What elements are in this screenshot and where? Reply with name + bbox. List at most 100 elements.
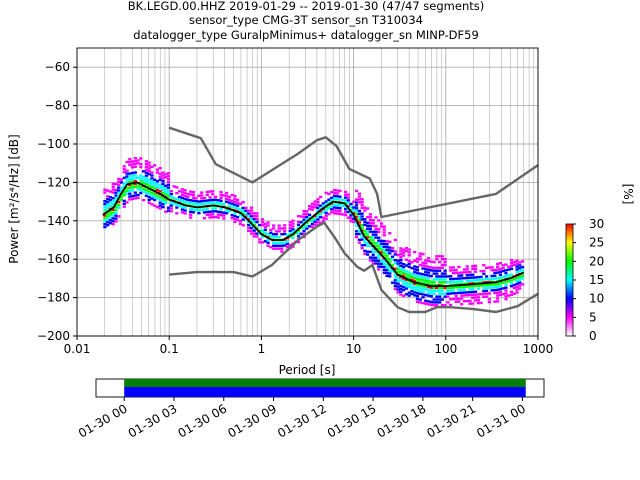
psd-cell bbox=[357, 238, 361, 241]
psd-cell bbox=[426, 288, 431, 292]
psd-cell bbox=[114, 188, 118, 191]
psd-cell bbox=[415, 274, 420, 278]
psd-cell bbox=[468, 273, 472, 277]
psd-cell bbox=[399, 264, 403, 267]
psd-cell bbox=[357, 212, 361, 216]
psd-cell bbox=[213, 210, 218, 213]
psd-cell bbox=[103, 188, 107, 191]
psd-cell bbox=[471, 276, 475, 279]
psd-cell bbox=[302, 221, 306, 224]
psd-cell bbox=[330, 202, 334, 205]
psd-cell bbox=[330, 211, 334, 214]
psd-cell bbox=[377, 262, 381, 265]
psd-cell bbox=[142, 190, 146, 193]
psd-cell bbox=[319, 221, 323, 225]
psd-cell bbox=[241, 212, 245, 215]
psd-cell bbox=[144, 177, 148, 180]
psd-cell bbox=[413, 276, 417, 280]
psd-cell bbox=[407, 274, 411, 277]
psd-cell bbox=[307, 219, 312, 222]
psd-cell bbox=[332, 191, 337, 195]
psd-cell bbox=[108, 210, 113, 213]
psd-cell bbox=[518, 287, 522, 290]
psd-cell bbox=[476, 299, 480, 302]
psd-cell bbox=[125, 172, 129, 175]
psd-cell bbox=[194, 208, 198, 212]
psd-cell bbox=[377, 227, 381, 231]
psd-cell bbox=[399, 276, 403, 279]
psd-cell bbox=[440, 283, 444, 287]
psd-cell bbox=[462, 276, 467, 280]
psd-cell bbox=[421, 273, 425, 276]
psd-cell bbox=[454, 286, 458, 289]
psd-cell bbox=[507, 294, 511, 297]
psd-cell bbox=[225, 191, 229, 195]
psd-cell bbox=[415, 289, 420, 292]
psd-cell bbox=[496, 297, 500, 300]
psd-cell bbox=[385, 254, 389, 257]
psd-cell bbox=[305, 218, 309, 222]
psd-cell bbox=[247, 220, 251, 224]
psd-cell bbox=[153, 164, 157, 167]
psd-cell bbox=[249, 217, 254, 221]
psd-cell bbox=[402, 286, 406, 289]
psd-cell bbox=[393, 284, 397, 288]
chart-title-line-2: sensor_type CMG-3T sensor_sn T310034 bbox=[189, 13, 423, 27]
psd-cell bbox=[114, 191, 118, 194]
psd-cell bbox=[374, 262, 378, 265]
timeline-coverage-blue bbox=[124, 387, 526, 397]
psd-cell bbox=[122, 170, 126, 174]
psd-cell bbox=[338, 207, 342, 210]
psd-cell bbox=[449, 266, 453, 269]
psd-cell bbox=[200, 208, 204, 212]
psd-cell bbox=[291, 222, 295, 225]
psd-cell bbox=[440, 255, 444, 258]
psd-cell bbox=[155, 188, 160, 191]
psd-cell bbox=[465, 279, 469, 283]
psd-cell bbox=[371, 253, 375, 256]
psd-cell bbox=[490, 277, 494, 281]
psd-cell bbox=[429, 303, 433, 307]
psd-cell bbox=[437, 298, 442, 301]
psd-cell bbox=[106, 195, 110, 198]
psd-cell bbox=[496, 282, 500, 286]
psd-cell bbox=[374, 224, 378, 228]
psd-cell bbox=[114, 220, 118, 223]
psd-cell bbox=[465, 291, 469, 294]
psd-cell bbox=[355, 189, 359, 193]
psd-cell bbox=[407, 279, 411, 283]
psd-cell bbox=[371, 259, 375, 262]
psd-cell bbox=[305, 215, 309, 219]
psd-cell bbox=[349, 208, 353, 211]
psd-cell bbox=[501, 281, 505, 284]
psd-cell bbox=[274, 241, 278, 245]
psd-cell bbox=[302, 215, 306, 219]
psd-cell bbox=[399, 287, 403, 290]
psd-cell bbox=[352, 209, 356, 212]
psd-cell bbox=[233, 214, 237, 218]
psd-cell bbox=[368, 221, 373, 225]
psd-cell bbox=[128, 186, 132, 190]
psd-cell bbox=[366, 244, 370, 248]
psd-cell bbox=[432, 283, 436, 287]
psd-cell bbox=[407, 271, 411, 274]
psd-cell bbox=[200, 200, 204, 203]
psd-cell bbox=[150, 182, 154, 186]
psd-cell bbox=[451, 286, 456, 289]
psd-cell bbox=[396, 262, 400, 265]
psd-cell bbox=[288, 226, 292, 230]
psd-cell bbox=[393, 279, 397, 282]
psd-cell bbox=[385, 242, 389, 246]
psd-cell bbox=[368, 227, 373, 230]
psd-cell bbox=[471, 273, 475, 276]
psd-cell bbox=[421, 264, 425, 267]
psd-cell bbox=[128, 181, 132, 184]
psd-cell bbox=[437, 289, 442, 293]
psd-cell bbox=[128, 195, 132, 198]
psd-cell bbox=[402, 265, 406, 269]
psd-cell bbox=[471, 267, 475, 271]
psd-cell bbox=[471, 296, 475, 299]
psd-cell bbox=[136, 185, 140, 188]
psd-cell bbox=[393, 261, 397, 265]
psd-cell bbox=[189, 199, 193, 202]
